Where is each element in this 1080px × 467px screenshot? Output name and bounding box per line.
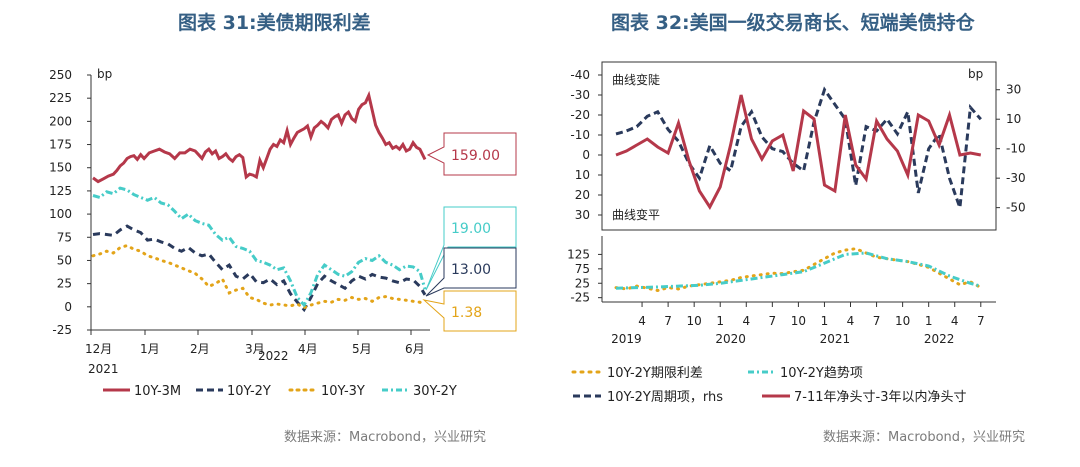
right-ytick-lower-label: -25 <box>570 291 590 305</box>
right-unit-label: bp <box>968 67 983 81</box>
left-ytick-label: 25 <box>57 277 72 291</box>
right-ytick-left-label: -30 <box>570 88 590 102</box>
right-ytick-lower-label: 75 <box>575 262 590 276</box>
left-year-2022: 2022 <box>258 349 289 363</box>
left-chart-title: 图表 31:美债期限利差 <box>178 12 371 34</box>
left-source-note: 数据来源：Macrobond，兴业研究 <box>284 430 487 445</box>
left-xtick-6: 6月 <box>405 342 425 356</box>
left-legend: 10Y-3M 10Y-2Y 10Y-3Y 30Y-2Y <box>103 384 457 399</box>
series-line-10y-3y <box>91 243 427 310</box>
left-unit-label: bp <box>97 67 112 81</box>
callout-10y-2y-value: 13.00 <box>451 262 491 278</box>
left-xtick-4: 4月 <box>298 342 318 356</box>
right-xtick-label: 1 <box>821 314 829 328</box>
callout-10y-2y: 13.00 <box>425 247 517 297</box>
series-line-spread <box>614 247 983 293</box>
right-xtick-label: 7 <box>769 314 777 328</box>
right-xtick-label: 10 <box>687 314 702 328</box>
left-ytick-label: 0 <box>64 300 72 314</box>
right-xtick-label: 4 <box>742 314 750 328</box>
legend-label-position: 7-11年净头寸-3年以内净头寸 <box>794 389 966 405</box>
right-ytick-lower-label: 25 <box>575 276 590 290</box>
legend-label-10y-3m: 10Y-3M <box>134 384 181 399</box>
left-ytick-label: 225 <box>49 91 72 105</box>
left-xtick-5: 5月 <box>352 342 372 356</box>
series-line-cycle <box>615 86 982 209</box>
right-ytick-left-label: 30 <box>575 208 590 222</box>
callout-10y-3y: 1.38 <box>422 290 517 332</box>
right-year-label: 2021 <box>820 332 851 346</box>
callout-10y-3m-value: 159.00 <box>451 148 500 164</box>
right-ytick-left-label: -40 <box>570 68 590 82</box>
callout-30y-2y-value: 19.00 <box>451 221 491 237</box>
right-ytick-right-label: 10 <box>1006 112 1021 126</box>
left-xtick-1: 1月 <box>140 342 160 356</box>
right-ytick-right-label: 30 <box>1006 83 1021 97</box>
callout-30y-2y: 19.00 <box>425 206 517 291</box>
legend-label-10y-2y: 10Y-2Y <box>227 384 271 399</box>
legend-label-spread: 10Y-2Y期限利差 <box>607 366 703 381</box>
left-xtick-12: 12月 <box>85 342 112 356</box>
series-line-trend <box>615 251 982 290</box>
left-ytick-label: 175 <box>49 138 72 152</box>
right-xtick-label: 4 <box>847 314 855 328</box>
callout-10y-3y-value: 1.38 <box>451 305 482 321</box>
right-xtick-label: 1 <box>925 314 933 328</box>
left-ytick-label: 100 <box>49 207 72 221</box>
right-xtick-label: 10 <box>895 314 910 328</box>
left-xtick-2: 2月 <box>190 342 210 356</box>
right-legend: 10Y-2Y期限利差 10Y-2Y趋势项 10Y-2Y周期项，rhs 7-11年… <box>571 365 966 405</box>
left-ytick-label: -25 <box>52 323 72 337</box>
series-line-position-diff <box>615 94 982 210</box>
right-xtick-label: 7 <box>664 314 672 328</box>
right-ytick-left-label: 20 <box>575 188 590 202</box>
legend-label-cycle: 10Y-2Y周期项，rhs <box>607 390 723 405</box>
right-ytick-right-label: -50 <box>1006 201 1026 215</box>
right-chart: -40 -30 -20 -10 0 10 20 30 30 10 -10 -30 -50 bp 曲线变… <box>567 61 1026 405</box>
right-xtick-label: 7 <box>873 314 881 328</box>
right-ytick-left-label: -10 <box>570 128 590 142</box>
right-xtick-label: 7 <box>977 314 985 328</box>
right-year-label: 2020 <box>715 332 746 346</box>
legend-label-10y-3y: 10Y-3Y <box>321 384 365 399</box>
left-ytick-label: 250 <box>49 68 72 82</box>
series-line-30y-2y <box>92 186 427 308</box>
right-ytick-right-label: -30 <box>1006 171 1026 185</box>
right-year-label: 2019 <box>611 332 642 346</box>
left-xtick-3: 3月 <box>245 342 265 356</box>
annotation-flatten: 曲线变平 <box>612 207 660 222</box>
right-ytick-right-label: -10 <box>1006 142 1026 156</box>
right-ytick-lower-label: 125 <box>567 247 590 261</box>
left-year-2021: 2021 <box>88 362 119 376</box>
right-xtick-label: 4 <box>638 314 646 328</box>
right-year-label: 2022 <box>924 332 955 346</box>
series-line-10y-3m <box>92 90 427 184</box>
series-line-10y-2y <box>92 224 427 313</box>
callout-10y-3m: 159.00 <box>426 132 517 176</box>
left-ytick-label: 75 <box>57 230 72 244</box>
left-ytick-label: 150 <box>49 161 72 175</box>
right-chart-title: 图表 32:美国一级交易商长、短端美债持仓 <box>611 12 975 34</box>
right-xtick-label: 1 <box>716 314 724 328</box>
legend-label-trend: 10Y-2Y趋势项 <box>780 365 863 381</box>
right-ytick-left-label: 0 <box>582 148 590 162</box>
left-ytick-label: 200 <box>49 114 72 128</box>
right-ytick-left-label: 10 <box>575 168 590 182</box>
right-xtick-label: 4 <box>951 314 959 328</box>
left-ytick-label: 125 <box>49 184 72 198</box>
legend-label-30y-2y: 30Y-2Y <box>413 384 457 399</box>
left-ytick-label: 50 <box>57 253 72 267</box>
right-source-note: 数据来源：Macrobond，兴业研究 <box>823 430 1026 445</box>
right-ytick-left-label: -20 <box>570 108 590 122</box>
annotation-steepen: 曲线变陡 <box>612 72 660 87</box>
right-xtick-label: 10 <box>791 314 806 328</box>
